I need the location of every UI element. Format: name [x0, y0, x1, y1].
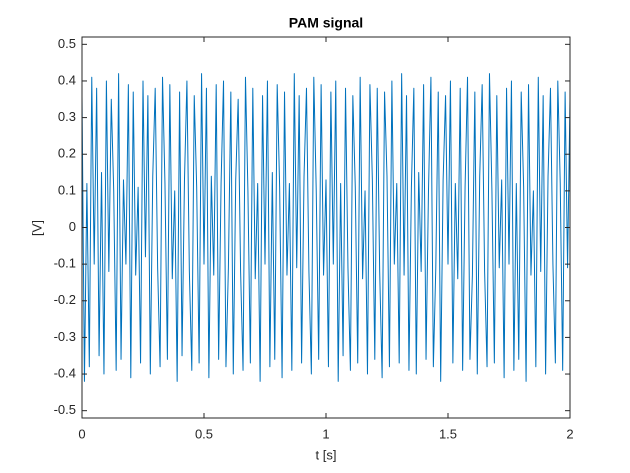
chart-title: PAM signal [289, 15, 363, 31]
x-tick-label: 0 [78, 426, 85, 441]
x-tick-label: 2 [566, 426, 573, 441]
y-tick-label: -0.2 [54, 292, 76, 307]
y-tick-label: -0.4 [54, 365, 76, 380]
y-axis-label: [V] [29, 220, 44, 236]
x-tick-label: 1.5 [439, 426, 457, 441]
signal-line [81, 73, 571, 382]
y-tick-label: 0.4 [58, 72, 76, 87]
y-tick-label: -0.3 [54, 329, 76, 344]
x-axis-label: t [s] [316, 447, 337, 462]
y-tick-label: 0.1 [58, 182, 76, 197]
y-tick-label: -0.1 [54, 256, 76, 271]
y-tick-label: 0.5 [58, 36, 76, 51]
x-tick-label: 1 [322, 426, 329, 441]
x-tick-label: 0.5 [195, 426, 213, 441]
y-tick-label: -0.5 [54, 402, 76, 417]
y-tick-label: 0.3 [58, 109, 76, 124]
y-tick-label: 0.2 [58, 146, 76, 161]
y-tick-label: 0 [69, 219, 76, 234]
